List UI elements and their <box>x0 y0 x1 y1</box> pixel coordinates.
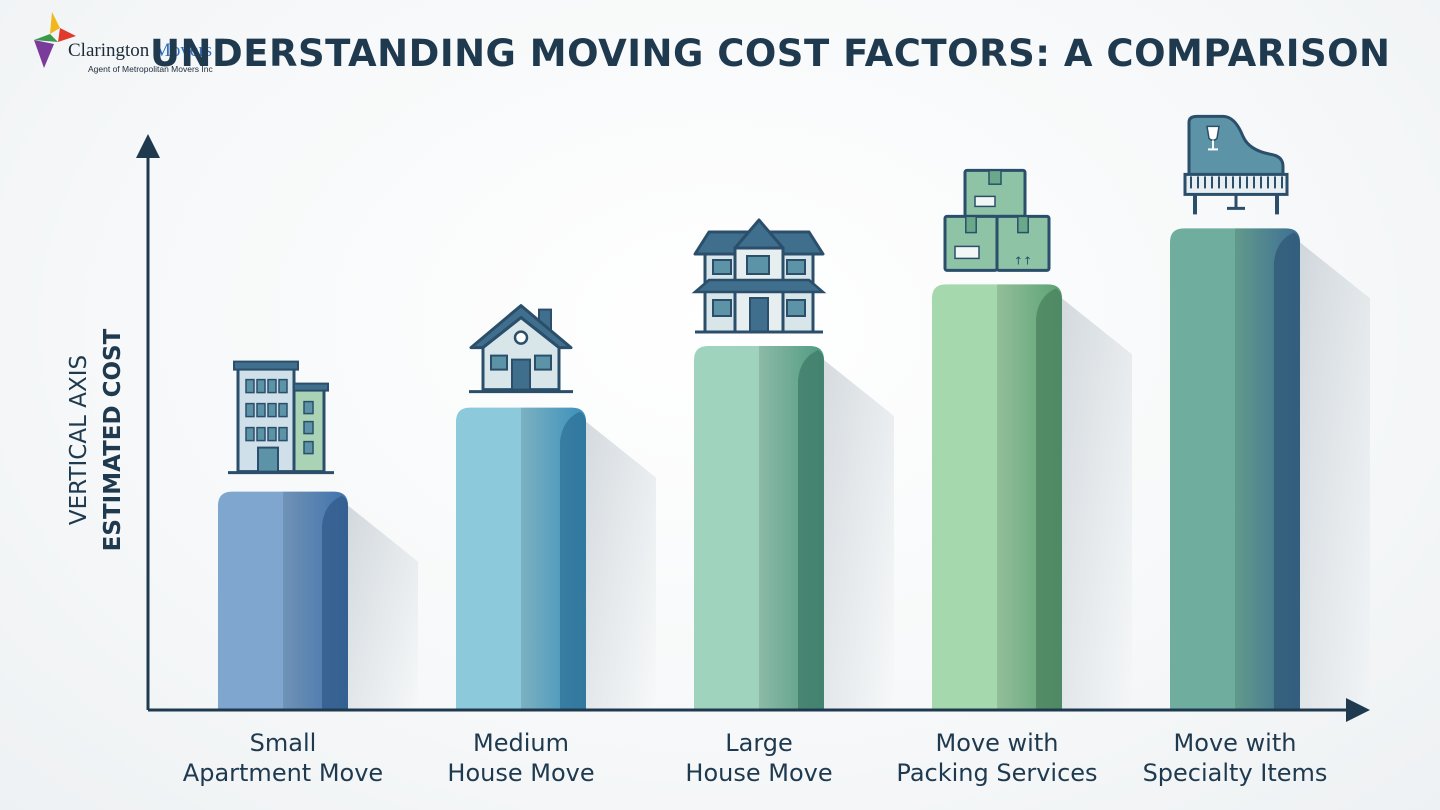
x-tick-label: Move with Packing Services <box>867 728 1127 788</box>
bar-shadow <box>824 360 894 710</box>
bar-2 <box>456 407 656 710</box>
bar-1 <box>218 491 418 710</box>
company-logo: Clarington Movers Agent of Metropolitan … <box>30 10 260 80</box>
bar-bevel <box>798 350 824 710</box>
bar-5 <box>1170 228 1370 710</box>
bar-bevel <box>1036 288 1062 710</box>
axes <box>136 134 1370 722</box>
bar-shadow <box>348 505 418 710</box>
bar-body <box>694 346 824 710</box>
x-tick-label-line2: Packing Services <box>896 759 1098 787</box>
bar-bevel <box>1274 232 1300 710</box>
x-tick-label-line2: Apartment Move <box>182 759 384 787</box>
x-tick-label: Large House Move <box>629 728 889 788</box>
bars-layer <box>218 228 1370 710</box>
bar-shadow <box>1300 242 1370 710</box>
piano-icon <box>1183 114 1289 215</box>
bar-shadow <box>586 421 656 710</box>
bar-4 <box>932 284 1132 710</box>
bar-bevel <box>560 411 586 710</box>
logo-star-icon <box>34 12 76 68</box>
bar-body <box>218 491 348 710</box>
svg-text:↑↑: ↑↑ <box>1014 254 1032 267</box>
y-axis-arrow-icon <box>136 134 160 158</box>
x-tick-label-line1: Large <box>725 729 793 757</box>
large-house-icon <box>691 218 827 334</box>
bar-body <box>456 407 586 710</box>
bar-3 <box>694 346 894 710</box>
x-tick-label-line1: Move with <box>935 729 1059 757</box>
chart-title: UNDERSTANDING MOVING COST FACTORS: A COM… <box>150 32 1391 75</box>
x-tick-label-line2: House Move <box>447 759 595 787</box>
bar-shadow <box>1062 298 1132 710</box>
logo-tagline: Agent of Metropolitan Movers Inc <box>88 64 213 74</box>
x-axis-labels: Small Apartment Move Medium House Move Large… <box>0 728 1440 798</box>
x-axis-arrow-icon <box>1346 698 1370 722</box>
packing-boxes-icon: ↑↑ <box>943 168 1051 272</box>
logo-name-part2: Movers <box>154 40 213 61</box>
x-tick-label: Move with Specialty Items <box>1105 728 1365 788</box>
x-tick-label-line2: Specialty Items <box>1142 759 1328 787</box>
x-tick-label: Medium House Move <box>391 728 651 788</box>
bar-bevel <box>322 495 348 710</box>
x-tick-label: Small Apartment Move <box>153 728 413 788</box>
logo-name: Clarington Movers <box>68 40 212 62</box>
bar-body <box>1170 228 1300 710</box>
small-house-icon <box>469 304 573 394</box>
x-tick-label-line1: Move with <box>1173 729 1297 757</box>
x-tick-label-line2: House Move <box>685 759 833 787</box>
bar-body <box>932 284 1062 710</box>
apartment-building-icon <box>228 360 334 475</box>
x-tick-label-line1: Small <box>249 729 317 757</box>
x-tick-label-line1: Medium <box>473 729 569 757</box>
icons-layer: ↑↑ <box>228 114 1289 475</box>
logo-name-part1: Clarington <box>68 40 150 61</box>
